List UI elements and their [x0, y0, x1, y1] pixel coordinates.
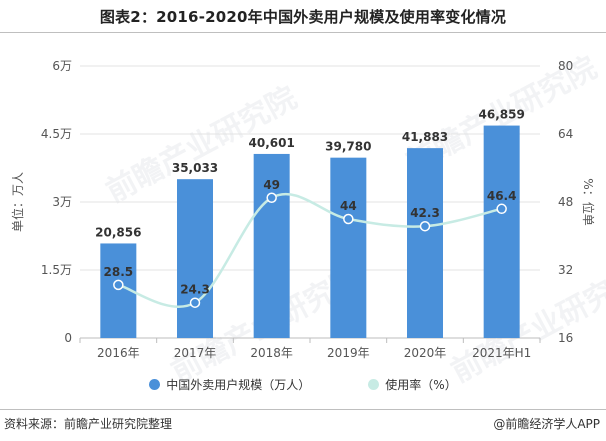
- bar-value-label: 46,859: [479, 108, 525, 122]
- bar: [483, 125, 520, 338]
- bar: [253, 153, 290, 338]
- y-tick-label: 3万: [52, 195, 72, 209]
- chart-legend: 中国外卖用户规模（万人） 使用率（%）: [0, 376, 606, 393]
- bar-value-label: 35,033: [172, 161, 218, 175]
- usage-rate-line: [117, 192, 502, 308]
- line-point: [419, 220, 431, 232]
- x-tick-label: 2020年: [404, 346, 447, 360]
- line-point: [496, 203, 507, 215]
- bar-value-label: 40,601: [249, 136, 295, 150]
- line-point: [266, 192, 277, 203]
- y2-tick-label: 64: [558, 127, 573, 141]
- line-point: [189, 297, 201, 308]
- line-value-label: 24.3: [180, 283, 210, 297]
- line-value-label: 44: [340, 199, 357, 213]
- brand-credit: @前瞻经济学人APP: [493, 417, 600, 431]
- bar-value-label: 20,856: [95, 225, 141, 239]
- y-axis-label: 单位：万人: [10, 172, 25, 232]
- legend-item-bar[interactable]: 中国外卖用户规模（万人）: [149, 376, 310, 393]
- line-point: [343, 213, 354, 225]
- y2-axis-label: %：位单: [581, 178, 596, 225]
- x-tick-label: 2018年: [250, 346, 293, 360]
- line-value-label: 46.4: [487, 189, 517, 203]
- y2-tick-label: 32: [558, 263, 573, 277]
- legend-line-swatch: [368, 379, 380, 390]
- bar: [330, 157, 367, 338]
- legend-bar-swatch: [149, 379, 161, 390]
- legend-bar-label: 中国外卖用户规模（万人）: [166, 378, 311, 392]
- legend-item-line[interactable]: 使用率（%）: [368, 376, 457, 393]
- y-tick-label: 1.5万: [41, 263, 72, 277]
- bar: [177, 179, 213, 338]
- title-divider: [0, 32, 606, 33]
- chart-title: 图表2：2016-2020年中国外卖用户规模及使用率变化情况: [99, 8, 507, 26]
- y2-tick-label: 16: [558, 331, 573, 345]
- line-value-label: 28.5: [104, 265, 134, 279]
- x-tick-label: 2016年: [97, 346, 140, 360]
- y-tick-label: 0: [64, 331, 72, 345]
- x-tick-label: 2021年H1: [472, 346, 531, 360]
- bar-value-label: 39,780: [325, 140, 371, 154]
- bar: [407, 148, 443, 338]
- footer-divider: [0, 409, 606, 410]
- bar-value-label: 41,883: [402, 130, 448, 144]
- line-point: [113, 279, 124, 291]
- y2-tick-label: 48: [558, 195, 573, 209]
- y2-tick-label: 80: [558, 59, 573, 73]
- y-tick-label: 6万: [52, 59, 72, 73]
- legend-line-label: 使用率（%）: [385, 378, 457, 392]
- y-tick-label: 4.5万: [41, 127, 72, 141]
- source-note: 资料来源：前瞻产业研究院整理: [4, 417, 173, 431]
- x-tick-label: 2017年: [174, 346, 217, 360]
- line-value-label: 42.3: [410, 206, 440, 220]
- x-tick-label: 2019年: [327, 346, 370, 360]
- line-value-label: 49: [263, 178, 280, 192]
